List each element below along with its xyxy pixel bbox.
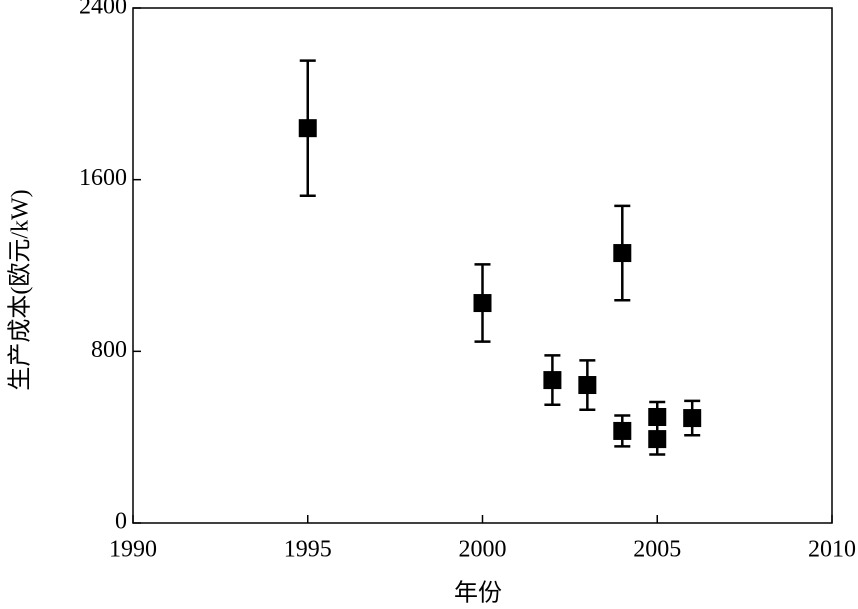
y-tick-label: 0 xyxy=(115,509,127,535)
data-point xyxy=(473,294,492,313)
x-tick-label: 2005 xyxy=(633,537,681,563)
data-point xyxy=(613,244,632,263)
y-tick-label: 1600 xyxy=(79,165,127,191)
x-tick-label: 2010 xyxy=(808,537,856,563)
data-point xyxy=(648,407,667,426)
data-point xyxy=(683,409,702,428)
y-axis-label: 生产成本(欧元/kW) xyxy=(7,189,34,390)
x-tick-label: 1990 xyxy=(109,537,157,563)
data-point xyxy=(543,371,562,390)
x-tick-label: 1995 xyxy=(284,537,332,563)
y-tick-label: 800 xyxy=(91,337,127,363)
data-point xyxy=(648,430,667,449)
x-tick-label: 2000 xyxy=(459,537,507,563)
x-axis-label: 年份 xyxy=(454,580,502,607)
y-tick-label: 2400 xyxy=(79,0,127,20)
data-point xyxy=(613,421,632,440)
data-point xyxy=(298,119,317,138)
data-point xyxy=(578,376,597,395)
